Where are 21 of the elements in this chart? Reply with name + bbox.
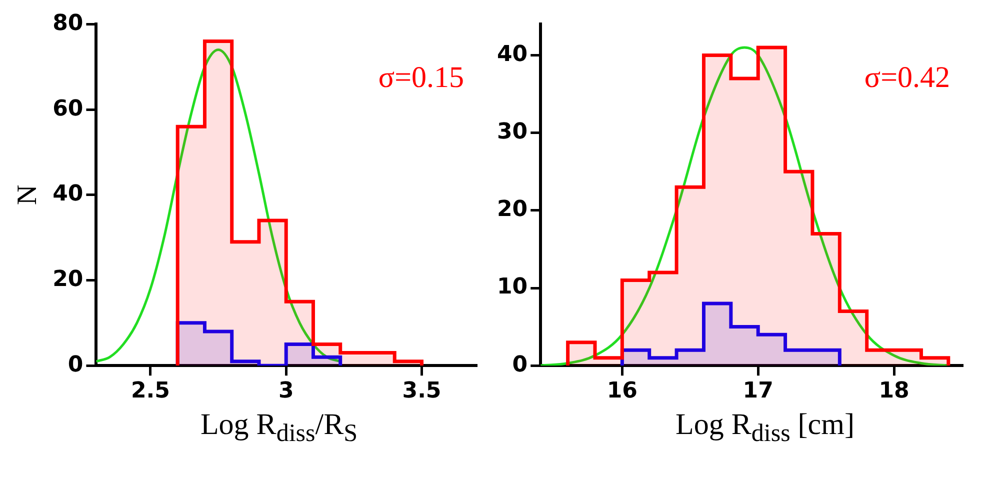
- x-tick-label: 3.5: [402, 378, 442, 404]
- annotation: σ=0.15: [378, 61, 464, 94]
- y-tick-label: 60: [52, 96, 84, 122]
- y-tick-label: 10: [496, 274, 528, 300]
- x-tick-label: 17: [742, 378, 774, 404]
- x-tick-label: 18: [878, 378, 910, 404]
- annotation: σ=0.42: [864, 61, 950, 94]
- y-tick-label: 20: [496, 197, 528, 222]
- y-tick-label: 0: [68, 352, 84, 378]
- y-tick-label: 40: [52, 182, 84, 207]
- y-tick-label: 30: [496, 120, 528, 145]
- y-tick-label: 20: [52, 266, 84, 292]
- y-tick-label: 40: [496, 42, 528, 67]
- x-tick-label: 2.5: [130, 378, 170, 404]
- y-tick-label: 80: [52, 10, 84, 36]
- x-axis-title: Log R$_{diss}$/R$_{S}$: [199, 408, 358, 448]
- x-tick-label: 16: [606, 378, 638, 404]
- x-tick-label: 3: [278, 378, 294, 404]
- x-axis-title: Log R$_{diss}$ [cm]: [674, 408, 856, 448]
- y-axis-title: N: [12, 184, 44, 206]
- y-tick-label: 0: [512, 352, 528, 378]
